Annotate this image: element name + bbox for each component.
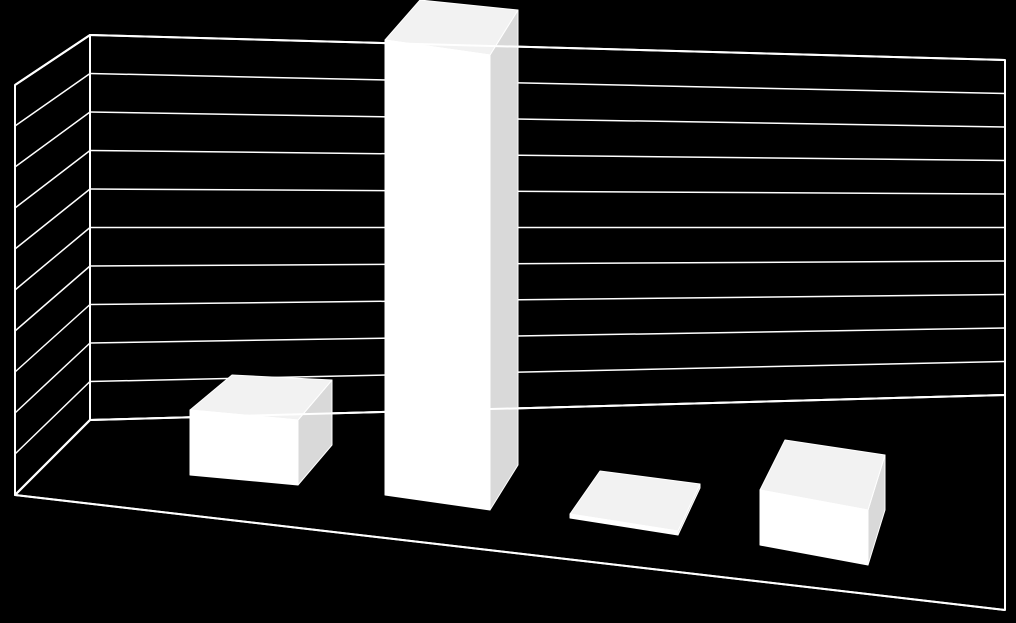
left-wall	[15, 35, 90, 495]
bar-front	[190, 410, 298, 485]
bar-front	[385, 40, 490, 510]
bar3d-chart	[0, 0, 1016, 623]
bar-side	[490, 10, 518, 510]
